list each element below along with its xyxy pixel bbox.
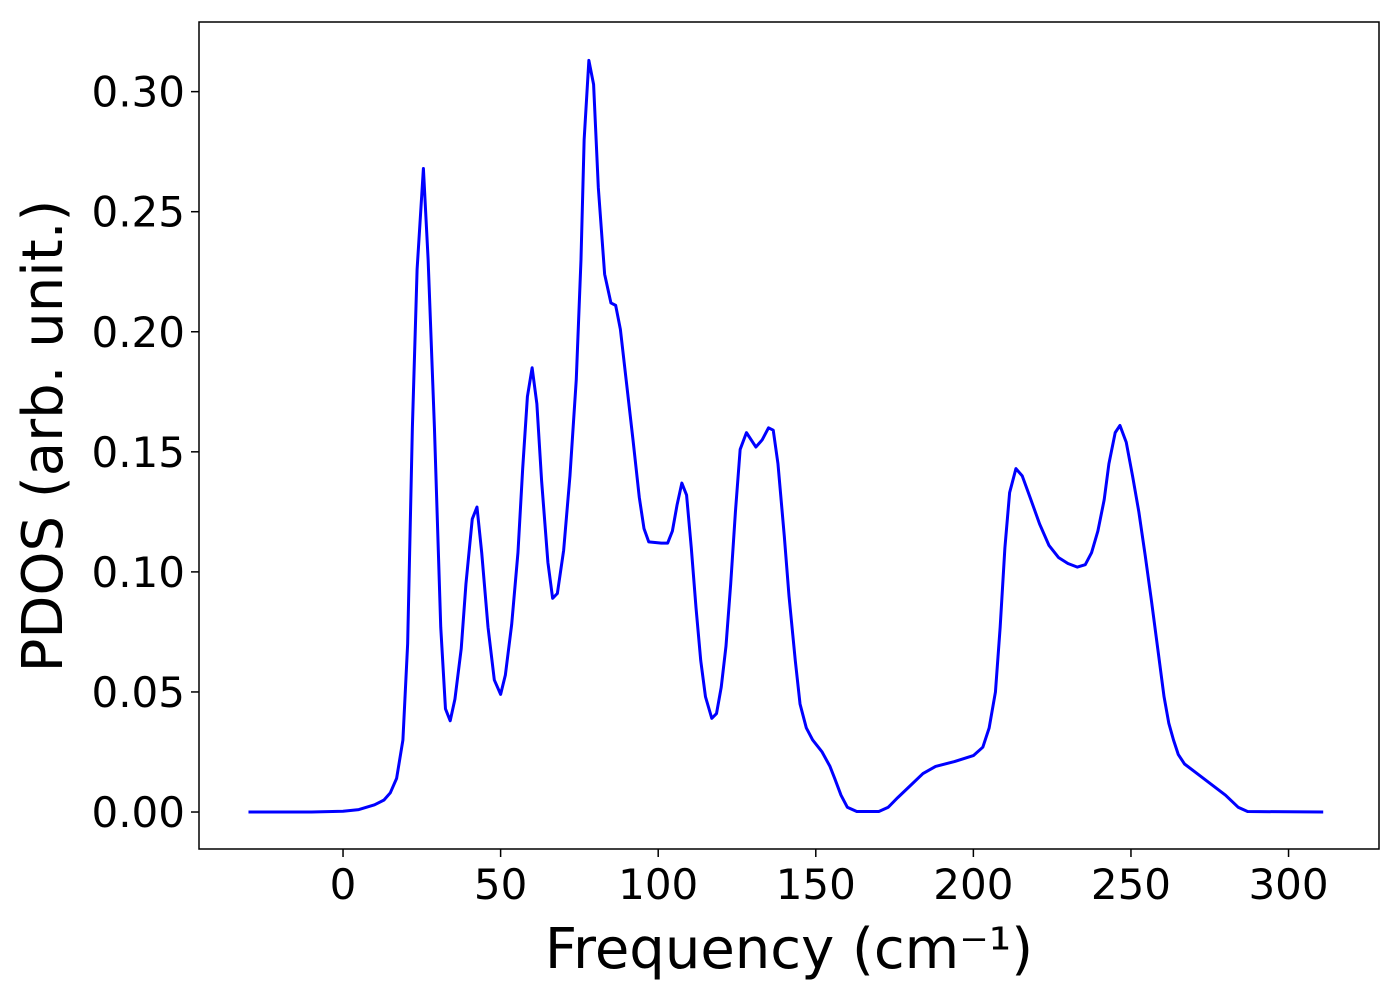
x-tick-label: 50 xyxy=(474,860,527,909)
plot-frame xyxy=(198,21,1380,850)
data-line xyxy=(248,58,1324,814)
x-tick-label: 300 xyxy=(1248,860,1328,909)
y-tick-label: 0.15 xyxy=(91,428,185,477)
x-tick-label: 100 xyxy=(618,860,698,909)
y-tick-label: 0.25 xyxy=(91,188,185,237)
y-tick-label: 0.20 xyxy=(91,308,185,357)
x-axis-label: Frequency (cm⁻¹) xyxy=(545,917,1033,982)
y-tick-label: 0.05 xyxy=(91,668,185,717)
x-tick-label: 150 xyxy=(776,860,856,909)
y-tick-label: 0.10 xyxy=(91,548,185,597)
y-axis-label: PDOS (arb. unit.) xyxy=(11,200,76,673)
x-tick-label: 0 xyxy=(330,860,357,909)
y-tick-label: 0.30 xyxy=(91,68,185,117)
x-tick-label: 200 xyxy=(933,860,1013,909)
y-tick-label: 0.00 xyxy=(91,788,185,837)
x-tick-label: 250 xyxy=(1091,860,1171,909)
